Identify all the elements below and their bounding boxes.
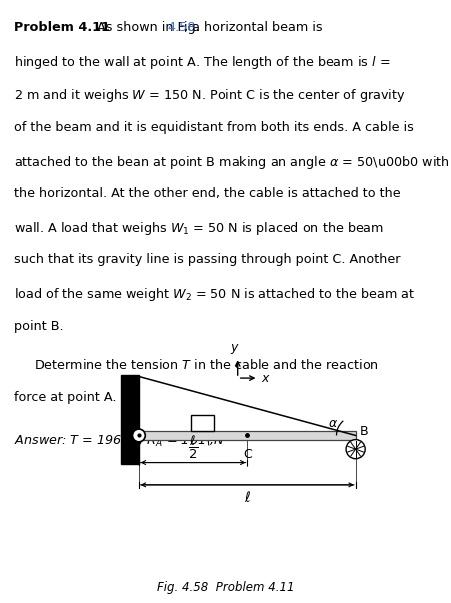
Bar bbox=[121, 375, 138, 464]
Text: $y$: $y$ bbox=[229, 342, 239, 356]
Text: As shown in Fig.: As shown in Fig. bbox=[97, 21, 203, 34]
Text: the horizontal. At the other end, the cable is attached to the: the horizontal. At the other end, the ca… bbox=[14, 187, 399, 200]
Text: 2 m and it weighs $W$ = 150 N. Point C is the center of gravity: 2 m and it weighs $W$ = 150 N. Point C i… bbox=[14, 87, 404, 104]
Text: C: C bbox=[242, 447, 251, 461]
Text: attached to the bean at point B making an angle $\alpha$ = 50\u00b0 with: attached to the bean at point B making a… bbox=[14, 154, 448, 171]
Text: Determine the tension $T$ in the cable and the reaction: Determine the tension $T$ in the cable a… bbox=[34, 358, 378, 371]
Text: Fig. 4.58  Problem 4.11: Fig. 4.58 Problem 4.11 bbox=[157, 581, 294, 594]
Text: such that its gravity line is passing through point C. Another: such that its gravity line is passing th… bbox=[14, 253, 399, 267]
Circle shape bbox=[345, 440, 364, 459]
Circle shape bbox=[132, 429, 145, 442]
Text: $x$: $x$ bbox=[260, 371, 270, 385]
Text: point B.: point B. bbox=[14, 320, 63, 333]
Text: $\ell$: $\ell$ bbox=[243, 490, 250, 505]
Text: load of the same weight $W_2$ = 50 N is attached to the beam at: load of the same weight $W_2$ = 50 N is … bbox=[14, 286, 414, 303]
Text: $Answer$: $T$ = 196\,N, $R_A$ = 161\,N: $Answer$: $T$ = 196\,N, $R_A$ = 161\,N bbox=[14, 434, 224, 449]
Text: force at point A.: force at point A. bbox=[14, 391, 116, 404]
Text: $\dfrac{\ell}{2}$: $\dfrac{\ell}{2}$ bbox=[188, 434, 198, 461]
Text: A: A bbox=[130, 414, 138, 426]
Text: hinged to the wall at point A. The length of the beam is $l$ =: hinged to the wall at point A. The lengt… bbox=[14, 54, 389, 71]
Bar bbox=[191, 415, 213, 431]
Text: 4.58: 4.58 bbox=[167, 21, 195, 34]
Text: $\alpha$: $\alpha$ bbox=[327, 417, 337, 430]
Text: wall. A load that weighs $W_1$ = 50 N is placed on the beam: wall. A load that weighs $W_1$ = 50 N is… bbox=[14, 220, 383, 237]
Text: , a horizontal beam is: , a horizontal beam is bbox=[184, 21, 322, 34]
Text: B: B bbox=[359, 425, 367, 438]
Bar bbox=[138, 431, 355, 440]
Text: of the beam and it is equidistant from both its ends. A cable is: of the beam and it is equidistant from b… bbox=[14, 121, 413, 134]
Text: Problem 4.11: Problem 4.11 bbox=[14, 21, 109, 34]
